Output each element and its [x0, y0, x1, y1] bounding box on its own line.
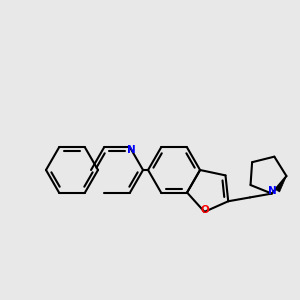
- Text: N: N: [127, 146, 135, 155]
- Polygon shape: [276, 176, 286, 192]
- Text: N: N: [268, 186, 277, 196]
- Text: O: O: [200, 205, 209, 215]
